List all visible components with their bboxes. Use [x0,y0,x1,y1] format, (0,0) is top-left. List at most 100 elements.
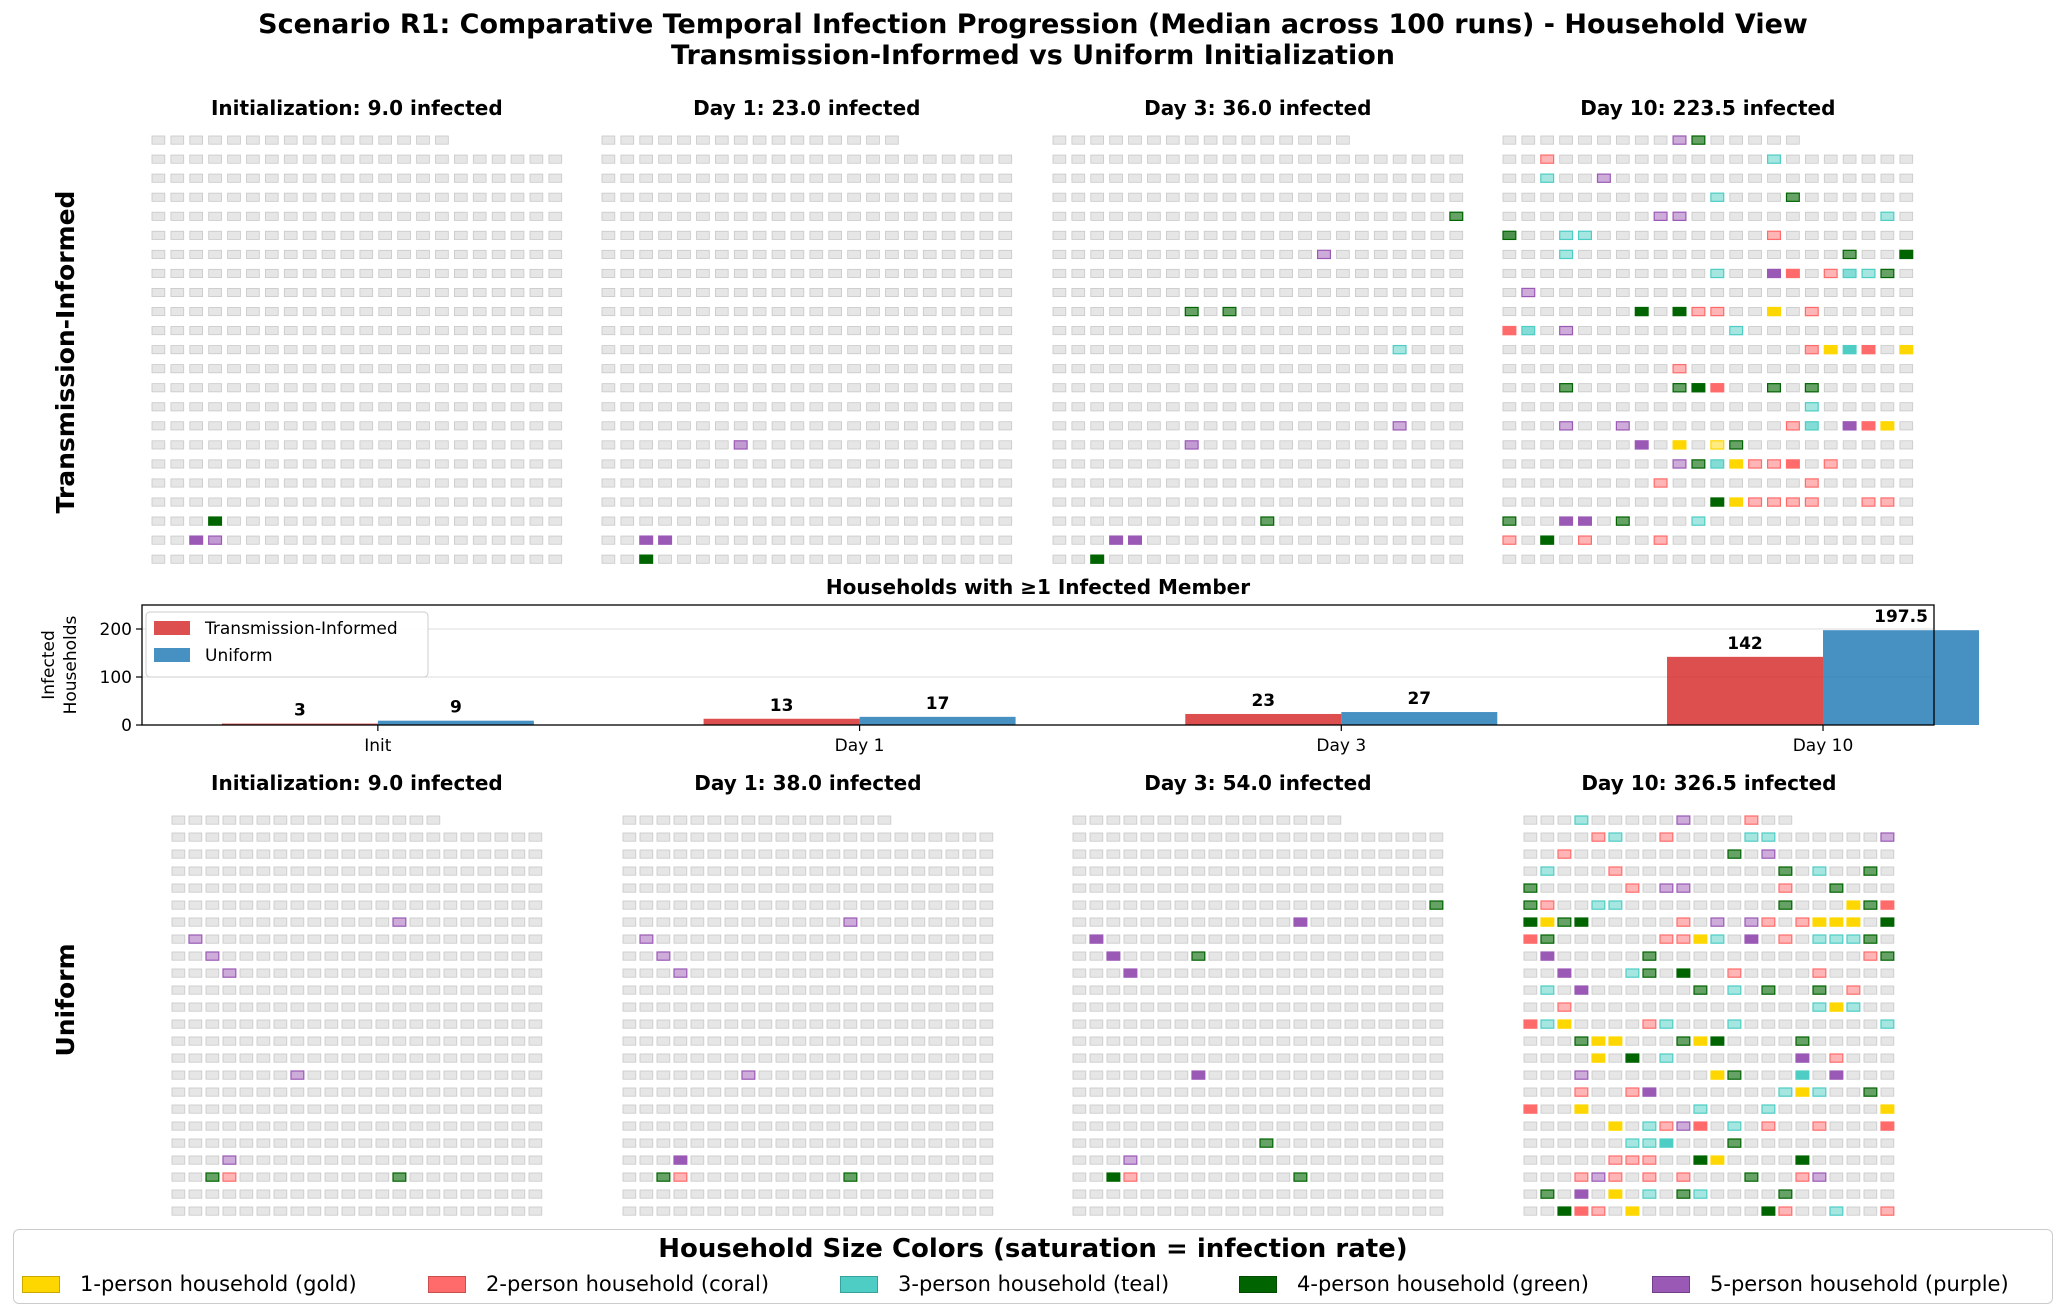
household-cell-infected-teal [1846,1002,1861,1012]
household-cell [1279,211,1294,221]
household-cell [472,345,487,355]
household-cell [358,815,373,825]
household-cell [658,154,672,164]
household-cell [1411,421,1426,431]
household-cell [477,1138,492,1148]
household-cell [453,383,468,393]
household-cell [962,1019,977,1029]
household-cell [1298,554,1312,564]
household-cell [1786,345,1800,355]
household-cell [601,421,616,431]
household-cell [359,249,374,259]
household-cell [1574,934,1589,944]
household-cell [1327,934,1342,944]
household-cell [752,478,767,488]
household-cell [1225,849,1240,859]
household-cell [1761,866,1776,876]
household-cell-infected-gold [1557,1019,1572,1029]
household-cell [1279,307,1294,317]
household-cell [460,1070,475,1080]
household-cell [998,307,1013,317]
household-cell [1430,326,1445,336]
household-cell [1795,951,1810,961]
household-cell [752,554,767,564]
household-cell [1591,883,1606,893]
household-cell [866,307,880,317]
household-cell [1880,535,1895,545]
household-cell [416,192,430,202]
household-cell [1395,1087,1410,1097]
bar-value-label: 142 [1727,634,1763,654]
household-cell [1748,440,1762,450]
household-cell [443,1121,458,1131]
household-cell [860,1104,875,1114]
household-cell-infected-green [1260,516,1275,526]
household-cell [1429,1189,1444,1199]
household-cell [477,1189,492,1199]
household-cell [1449,402,1464,412]
household-cell [1184,554,1199,564]
household-cell [453,364,468,374]
household-cell [1842,307,1857,317]
household-cell [790,497,805,507]
household-cell-infected-green [208,516,223,526]
household-cell [1429,1155,1444,1165]
household-cell [877,1104,892,1114]
household-cell [639,815,654,825]
household-cell [494,1206,509,1216]
household-cell [847,249,861,259]
panel-title: Day 3: 54.0 infected [1144,771,1371,795]
household-cell [658,421,672,431]
household-cell [302,287,317,297]
household-cell [1710,968,1725,978]
household-cell [1540,1121,1555,1131]
household-cell [885,268,899,278]
household-cell [639,849,654,859]
household-cell [1260,173,1275,183]
household-cell [1676,900,1691,910]
household-cell [443,934,458,944]
household-cell-infected-green [656,1172,671,1182]
household-cell [1140,1104,1155,1114]
household-cell [302,516,317,526]
household-cell [752,192,767,202]
household-cell [1412,1172,1427,1182]
household-cell [273,1087,288,1097]
household-cell [639,402,653,412]
household-cell [1846,1206,1861,1216]
household-cell [510,307,525,317]
household-cell [962,866,977,876]
household-cell [1174,1155,1189,1165]
household-cell [741,900,756,910]
household-cell [1574,900,1589,910]
household-cell [690,1070,705,1080]
household-cell [911,1070,926,1080]
household-cell [1861,364,1876,374]
household-cell [283,345,298,355]
household-cell [341,815,356,825]
household-cell [752,154,767,164]
household-cell [1166,497,1180,507]
household-cell [1344,1070,1359,1080]
household-cell [707,1070,722,1080]
household-cell [1574,1019,1589,1029]
household-cell [1693,832,1708,842]
household-cell [239,934,254,944]
household-cell [1829,1155,1844,1165]
household-cell [690,917,705,927]
household-cell [359,211,374,221]
household-cell [828,326,842,336]
household-cell [1293,1104,1308,1114]
household-cell [620,345,635,355]
household-cell [707,832,722,842]
household-cell [1225,1206,1240,1216]
household-cell [151,440,166,450]
household-cell-infected-teal [1880,1019,1895,1029]
household-cell [1829,1138,1844,1148]
household-cell [1089,951,1104,961]
household-cell [264,326,279,336]
household-cell [472,459,487,469]
household-cell [904,268,918,278]
household-cell [1778,1121,1793,1131]
household-cell [639,326,653,336]
